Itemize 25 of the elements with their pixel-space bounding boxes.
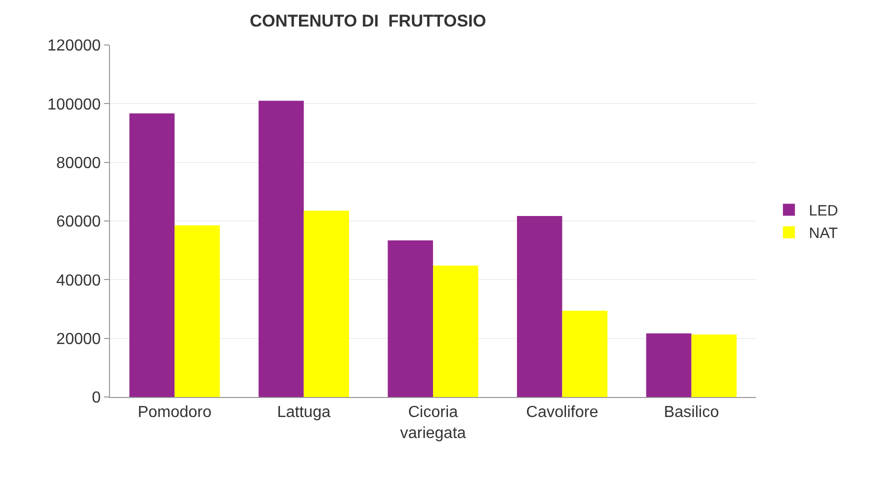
y-tick-label: 120000 [47, 38, 101, 55]
y-tick-label: 40000 [56, 272, 101, 290]
x-tick-label: Cicoria variegata [400, 404, 466, 442]
chart-title: CONTENUTO DI FRUTTOSIO [250, 11, 486, 30]
bar [388, 240, 433, 397]
x-tick-label: Lattuga [277, 404, 331, 422]
bar [304, 210, 350, 397]
legend-label: NAT [808, 225, 838, 242]
bar [562, 310, 608, 397]
bar [516, 216, 562, 397]
x-tick-label: Basilico [664, 404, 720, 422]
y-tick-label: 80000 [56, 154, 101, 172]
x-tick-label: Pomodoro [138, 404, 212, 422]
y-tick-label: 0 [92, 390, 101, 407]
bar [691, 334, 737, 397]
bar [433, 266, 478, 397]
y-tick-label: 20000 [56, 330, 101, 348]
bar [646, 333, 692, 397]
x-tick-label: Cavolifore [526, 404, 598, 422]
y-tick-label: 60000 [56, 214, 101, 231]
bar [129, 113, 175, 397]
legend-label: LED [808, 202, 838, 220]
bar [174, 225, 220, 397]
y-tick-label: 100000 [47, 96, 101, 114]
bar [258, 100, 304, 397]
